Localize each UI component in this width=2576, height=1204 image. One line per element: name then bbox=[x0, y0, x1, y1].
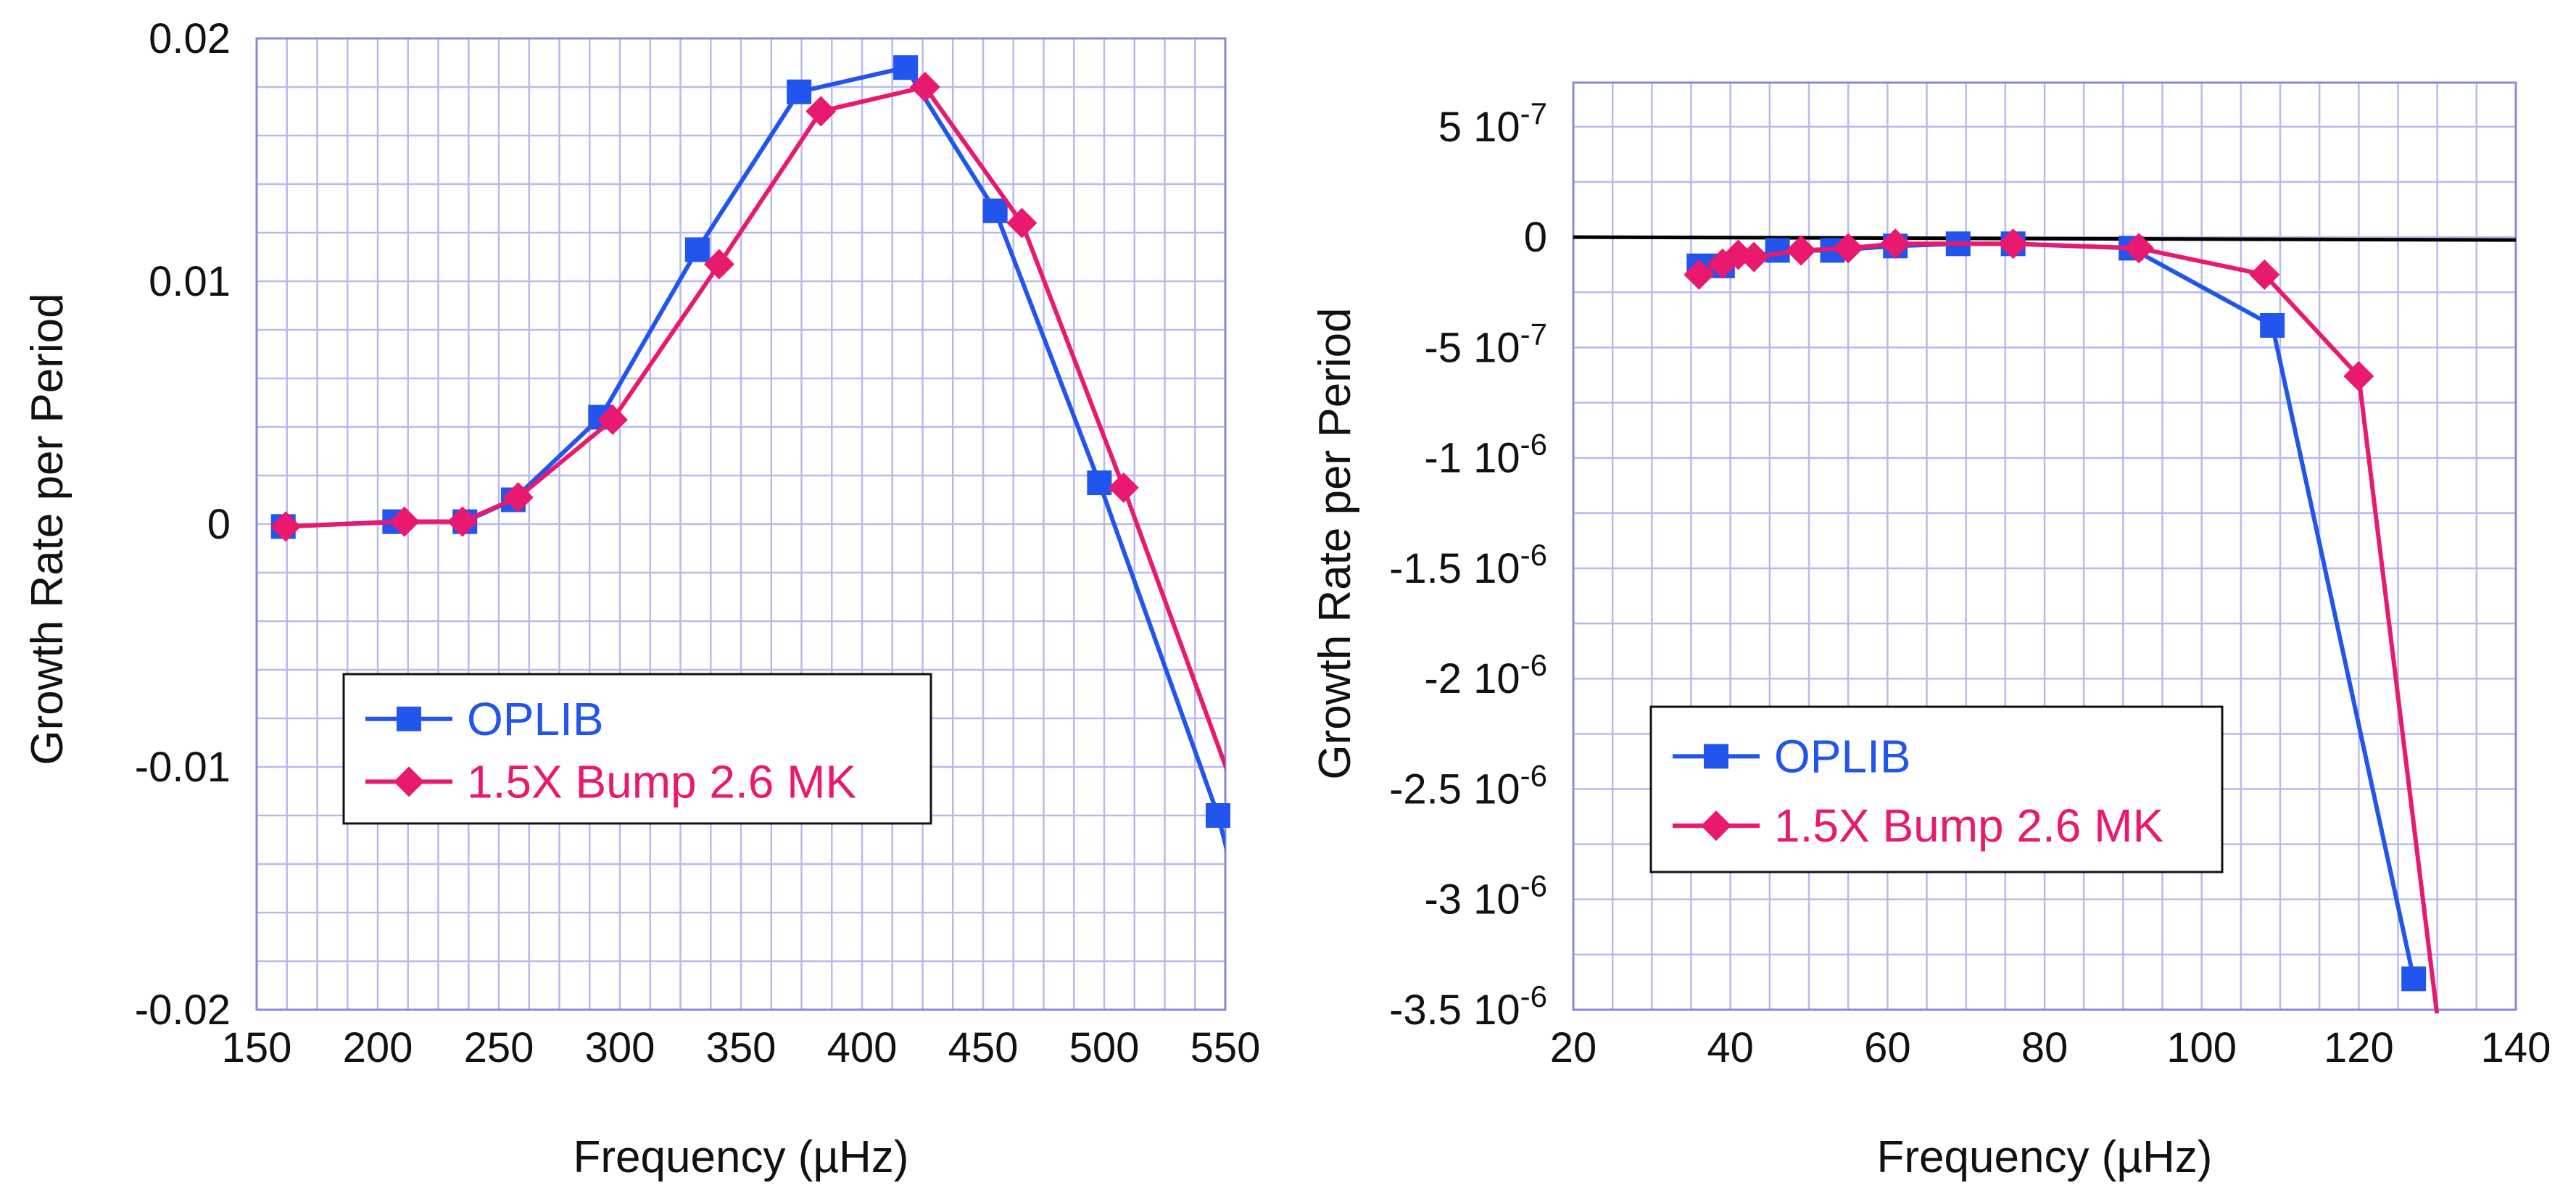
data-point bbox=[270, 511, 302, 542]
legend-label: 1.5X Bump 2.6 MK bbox=[467, 755, 856, 807]
legend-label: 1.5X Bump 2.6 MK bbox=[1774, 800, 2163, 852]
y-tick-label: 0.02 bbox=[149, 15, 231, 62]
data-point bbox=[597, 404, 628, 435]
data-point bbox=[1880, 228, 1911, 260]
data-point bbox=[1683, 259, 1715, 290]
data-point bbox=[703, 249, 734, 280]
x-axis-label: Frequency (µHz) bbox=[1877, 1132, 2213, 1182]
x-tick-label: 550 bbox=[1190, 1024, 1261, 1071]
y-tick-label: 0 bbox=[207, 501, 231, 548]
legend: OPLIB 1.5X Bump 2.6 MK bbox=[1649, 705, 2224, 873]
data-point bbox=[447, 506, 478, 537]
data-point bbox=[2343, 361, 2374, 392]
data-point bbox=[1833, 233, 1864, 264]
legend-swatch bbox=[1673, 744, 1760, 769]
x-tick-label: 100 bbox=[2166, 1024, 2237, 1071]
legend-marker bbox=[1704, 744, 1728, 769]
data-point bbox=[2124, 233, 2154, 264]
legend: OPLIB 1.5X Bump 2.6 MK bbox=[342, 673, 932, 825]
data-point bbox=[1205, 803, 1230, 828]
legend-swatch bbox=[365, 706, 452, 731]
y-axis-label: Growth Rate per Period bbox=[22, 293, 73, 765]
legend-marker bbox=[394, 766, 424, 797]
data-point bbox=[1997, 228, 2029, 260]
legend-marker bbox=[1701, 810, 1731, 842]
growth-rate-chart-left: Growth Rate per Period Frequency (µHz) 1… bbox=[22, 15, 1260, 1182]
y-tick-label: -2 10-6 bbox=[1424, 648, 1547, 702]
x-tick-label: 40 bbox=[1707, 1024, 1754, 1071]
data-point bbox=[1087, 470, 1112, 496]
data-point bbox=[805, 96, 837, 127]
x-tick-label: 450 bbox=[948, 1024, 1019, 1071]
y-tick-label: -1.5 10-6 bbox=[1389, 538, 1547, 592]
data-point bbox=[1108, 472, 1139, 503]
data-point bbox=[1739, 241, 1770, 273]
data-point bbox=[389, 506, 420, 537]
y-tick-label: 5 10-7 bbox=[1438, 96, 1547, 151]
x-tick-label: 150 bbox=[222, 1024, 292, 1071]
x-tick-label: 300 bbox=[585, 1024, 655, 1071]
plot-frame bbox=[255, 37, 1227, 1011]
data-point bbox=[1006, 207, 1038, 238]
data-point bbox=[787, 79, 812, 104]
y-tick-label: -2.5 10-6 bbox=[1389, 758, 1547, 813]
zero-line bbox=[1573, 235, 2517, 242]
legend-label: OPLIB bbox=[1774, 730, 1911, 782]
series-oplib bbox=[1686, 231, 2427, 992]
y-axis-label: Growth Rate per Period bbox=[1310, 307, 1360, 779]
x-tick-label: 200 bbox=[343, 1024, 413, 1071]
series-bump bbox=[270, 72, 1225, 772]
data-point bbox=[2249, 259, 2280, 290]
legend-swatch bbox=[1673, 810, 1760, 842]
growth-rate-chart-right: Growth Rate per Period Frequency (µHz) 2… bbox=[1310, 81, 2551, 1182]
data-point bbox=[2260, 312, 2285, 338]
data-point bbox=[684, 237, 710, 262]
legend-box bbox=[342, 673, 932, 825]
y-tick-label: -5 10-7 bbox=[1424, 317, 1547, 371]
data-point bbox=[1786, 235, 1817, 266]
plot-frame bbox=[1572, 81, 2517, 1011]
x-tick-label: 140 bbox=[2481, 1024, 2551, 1071]
data-point bbox=[893, 55, 919, 80]
y-tick-label: -0.01 bbox=[135, 744, 231, 791]
x-tick-label: 20 bbox=[1550, 1024, 1597, 1071]
data-point bbox=[502, 482, 534, 513]
legend-label: OPLIB bbox=[467, 693, 604, 745]
legend-marker bbox=[397, 706, 421, 731]
x-tick-label: 350 bbox=[706, 1024, 776, 1071]
y-tick-label: 0 bbox=[1524, 214, 1547, 261]
data-point bbox=[909, 72, 940, 102]
x-tick-label: 400 bbox=[827, 1024, 898, 1071]
x-tick-label: 120 bbox=[2324, 1024, 2394, 1071]
x-axis-label: Frequency (µHz) bbox=[573, 1132, 909, 1182]
x-tick-label: 60 bbox=[1864, 1024, 1911, 1071]
legend-swatch bbox=[365, 766, 452, 797]
x-tick-label: 250 bbox=[464, 1024, 534, 1071]
y-tick-label: -1 10-6 bbox=[1424, 428, 1547, 482]
y-tick-label: -0.02 bbox=[135, 987, 231, 1034]
x-tick-label: 500 bbox=[1069, 1024, 1140, 1071]
data-point bbox=[982, 198, 1008, 223]
legend-box bbox=[1649, 705, 2224, 873]
data-point bbox=[2401, 966, 2427, 992]
x-tick-label: 80 bbox=[2021, 1024, 2068, 1071]
y-tick-label: 0.01 bbox=[149, 258, 231, 305]
series-bump bbox=[1683, 228, 2440, 1013]
y-tick-label: -3.5 10-6 bbox=[1389, 979, 1547, 1034]
y-tick-label: -3 10-6 bbox=[1424, 869, 1547, 923]
